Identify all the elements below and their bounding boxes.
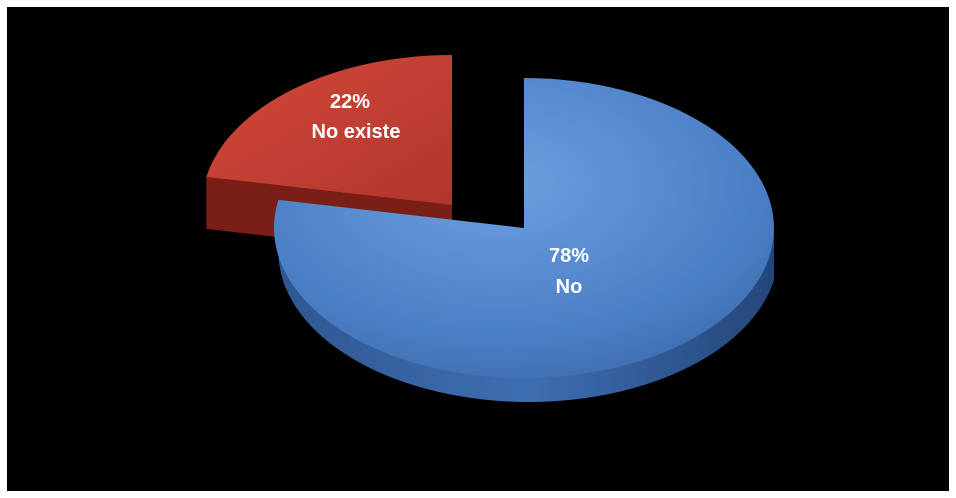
chart-area: 22% No existe 78% No [7,7,949,491]
data-label-no-existe-percent: 22% [330,91,370,113]
data-label-no-existe-category: No existe [312,121,401,143]
data-label-no-category: No [556,276,583,298]
data-label-no-percent: 78% [549,245,589,267]
pie-chart: 22% No existe 78% No [7,7,949,491]
